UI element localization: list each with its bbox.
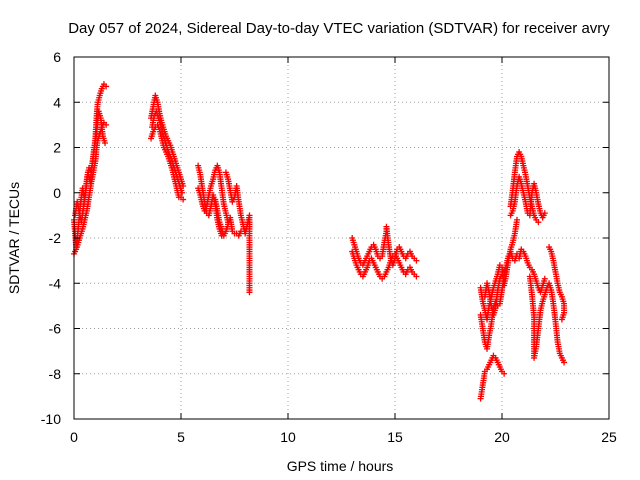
series-track-5f	[507, 173, 548, 221]
y-tick-label: -2	[49, 230, 62, 246]
y-tick-label: 0	[53, 185, 61, 201]
data-point-marker	[413, 257, 420, 264]
y-tick-label: 6	[53, 49, 61, 65]
series-track-5i	[546, 244, 568, 323]
x-tick-label: 5	[177, 429, 185, 445]
axis-ticks: 0 5 10 15 20 25 -10 -8 -6 -4 -2 0 2 4 6	[41, 49, 617, 445]
data-point-marker	[501, 370, 508, 377]
data-point-marker	[558, 316, 565, 323]
series-track-3d	[222, 169, 253, 296]
data-points	[71, 81, 568, 402]
x-tick-label: 20	[494, 429, 510, 445]
y-axis-label: SDTVAR / TECUs	[6, 182, 22, 294]
series-track-3c	[212, 196, 244, 239]
x-tick-label: 25	[601, 429, 617, 445]
series-track-4a	[349, 223, 420, 269]
data-point-marker	[179, 189, 186, 196]
series-track-5a	[477, 352, 508, 402]
series-track-5c	[477, 248, 520, 352]
series-track-1c	[72, 108, 109, 226]
series-track-5g	[516, 246, 548, 296]
data-point-marker	[501, 266, 508, 273]
y-tick-label: -10	[41, 411, 61, 427]
data-point-marker	[246, 289, 253, 296]
x-tick-label: 10	[280, 429, 296, 445]
y-tick-label: 4	[53, 94, 61, 110]
series-track-2c	[149, 108, 186, 196]
y-tick-label: -4	[49, 275, 62, 291]
x-axis-label: GPS time / hours	[287, 458, 394, 474]
data-point-marker	[180, 196, 187, 203]
grid	[74, 57, 609, 419]
data-point-marker	[103, 83, 110, 90]
series-track-5d	[481, 266, 508, 318]
y-tick-label: -6	[49, 321, 62, 337]
data-point-marker	[535, 219, 542, 226]
series-track-5b	[477, 216, 520, 323]
y-tick-label: 2	[53, 140, 61, 156]
data-point-marker	[513, 216, 520, 223]
data-point-marker	[561, 359, 568, 366]
series-track-4b	[349, 248, 420, 282]
y-tick-label: -8	[49, 366, 62, 382]
x-tick-label: 0	[70, 429, 78, 445]
x-tick-label: 15	[387, 429, 403, 445]
data-point-marker	[541, 275, 548, 282]
series-track-5h	[526, 273, 568, 366]
data-point-marker	[413, 273, 420, 280]
data-point-marker	[541, 210, 548, 217]
chart-title: Day 057 of 2024, Sidereal Day-to-day VTE…	[68, 20, 610, 37]
data-point-marker	[102, 139, 109, 146]
